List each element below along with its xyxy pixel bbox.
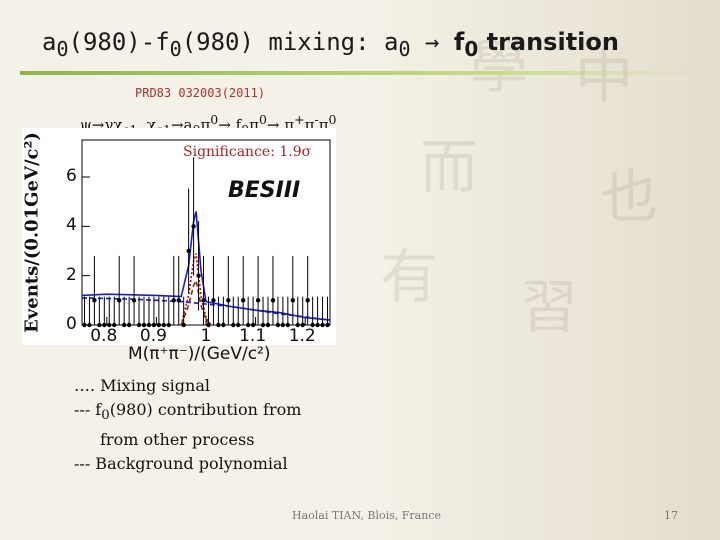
data-point [325,322,330,328]
data-point [305,298,310,303]
x-tick-label: 1.2 [288,326,316,346]
data-point [156,322,162,328]
reference-citation: PRD83 032003(2011) [135,86,266,100]
x-tick-label: 0.8 [90,326,118,346]
data-point [290,298,295,303]
data-point [226,298,231,303]
data-point [206,322,211,328]
data-point [171,298,176,303]
data-point [216,322,221,328]
data-point [126,322,132,328]
data-point [166,322,171,328]
data-point [121,322,127,328]
data-point [141,322,147,328]
data-point [221,322,226,328]
y-tick-label: 4 [66,215,77,236]
page-number: 17 [664,509,678,522]
experiment-label: BESIII [228,178,301,203]
x-tick-label: 1.1 [239,326,267,346]
data-point [270,298,276,303]
calligraphy-decoration: 也 [600,163,659,231]
x-tick-label: 1 [200,326,212,346]
data-point [97,322,102,328]
data-point [260,322,266,328]
data-point [131,298,137,303]
y-tick-label: 6 [66,166,77,186]
data-point [280,322,286,328]
data-point [250,322,256,328]
data-point [151,322,157,328]
data-point [196,273,201,278]
significance-label: Significance: 1.9σ [183,144,312,160]
data-point [236,322,241,328]
data-point [136,322,142,328]
data-point [201,298,206,303]
legend-line-other: from other process [100,430,255,450]
data-point [186,248,191,254]
y-tick-label: 2 [66,264,77,285]
data-point [255,298,261,303]
data-point [315,322,320,328]
data-point [241,298,246,303]
calligraphy-decoration: 而 [420,133,479,201]
data-point [161,322,167,328]
calligraphy-decoration: 有 [380,243,439,311]
data-point [300,322,305,328]
data-point [320,322,325,328]
data-point [211,298,216,303]
data-point [92,298,97,303]
data-point [265,322,271,328]
legend-line-background: --- Background polynomial [74,454,288,474]
fit-curve-dashed-3 [81,297,331,321]
data-point [102,322,107,328]
data-point [112,322,117,328]
data-point [191,224,196,229]
footer-author: Haolai TIAN, Blois, France [292,509,441,522]
data-point [82,322,87,328]
legend-line-mixing: …. Mixing signal [74,376,210,395]
y-tick-label: 0 [66,314,77,334]
data-point [181,322,186,328]
data-point [231,322,236,328]
calligraphy-decoration: 學 [470,33,529,101]
data-point [245,322,251,328]
x-tick-label: 0.9 [139,326,167,346]
data-point [107,322,112,328]
data-point [285,322,291,328]
x-axis-label: M(π⁺π⁻)/(GeV/c²) [128,344,271,364]
data-point [87,322,92,328]
slide-title: a0(980)-f0(980) mixing: a0 → f0 transiti… [42,28,619,61]
legend-line-f0: --- f0(980) contribution from [74,400,302,424]
data-point [176,298,181,303]
calligraphy-decoration: 習 [520,273,579,341]
background-decoration [360,0,720,540]
fit-curve-dotted-1 [180,253,212,326]
data-point [117,298,122,303]
data-point [275,322,281,328]
data-point [295,322,300,328]
title-underline [20,71,710,75]
data-point [310,322,315,328]
data-point [146,322,152,328]
calligraphy-decoration: 中 [575,43,634,111]
legend-notes: …. Mixing signal --- f0(980) contributio… [74,374,301,476]
y-axis-label: Events/(0.01GeV/c²) [21,132,43,333]
